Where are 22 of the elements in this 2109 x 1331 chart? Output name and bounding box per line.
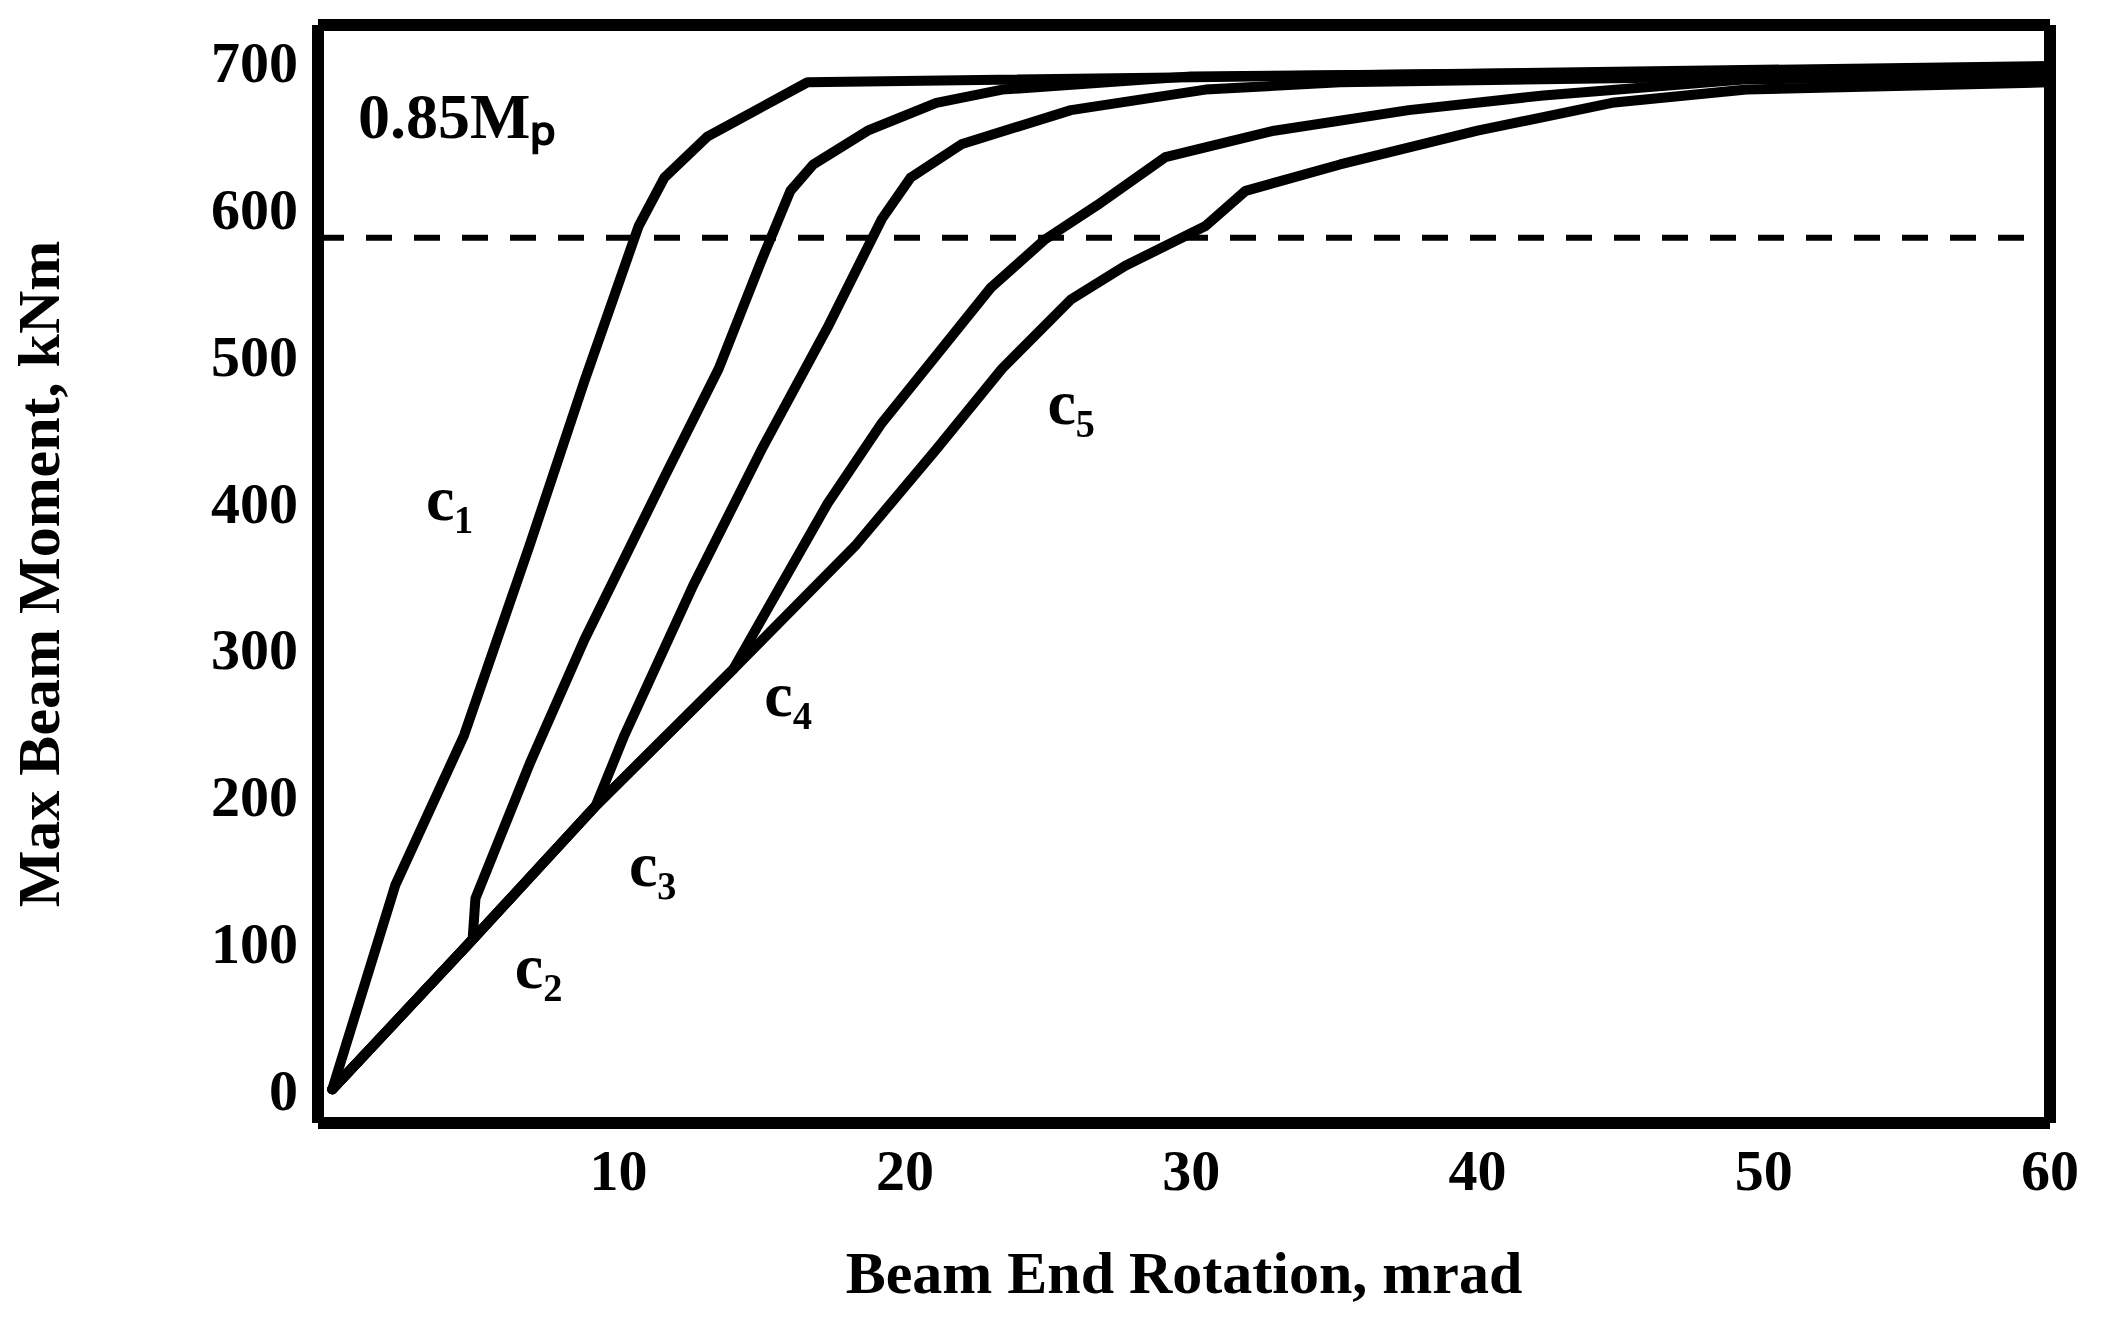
y-tick-label: 0 bbox=[269, 1057, 298, 1123]
x-tick-label: 20 bbox=[875, 1138, 934, 1204]
y-tick-label: 500 bbox=[211, 323, 298, 389]
y-tick-label: 100 bbox=[211, 911, 298, 977]
series-label: c₅ bbox=[1047, 367, 1096, 439]
x-tick-label: 40 bbox=[1448, 1138, 1507, 1204]
y-tick-label: 200 bbox=[211, 764, 298, 830]
x-tick-label: 30 bbox=[1162, 1138, 1221, 1204]
y-axis-title: Max Beam Moment, kNm bbox=[6, 240, 73, 908]
x-axis-title: Beam End Rotation, mrad bbox=[845, 1240, 1523, 1306]
series-label: c₂ bbox=[514, 930, 563, 1002]
x-tick-label: 10 bbox=[589, 1138, 648, 1204]
ref-line-label: 0.85Mₚ bbox=[358, 80, 557, 155]
series-label: c₃ bbox=[628, 828, 677, 900]
series-label: c₄ bbox=[764, 659, 812, 731]
y-tick-label: 300 bbox=[211, 617, 298, 683]
y-tick-label: 600 bbox=[211, 177, 298, 243]
x-tick-label: 50 bbox=[1734, 1138, 1793, 1204]
series-label: c₁ bbox=[426, 462, 474, 534]
x-tick-label: 60 bbox=[2021, 1138, 2079, 1204]
y-tick-label: 700 bbox=[211, 30, 298, 96]
y-tick-label: 400 bbox=[211, 470, 298, 536]
